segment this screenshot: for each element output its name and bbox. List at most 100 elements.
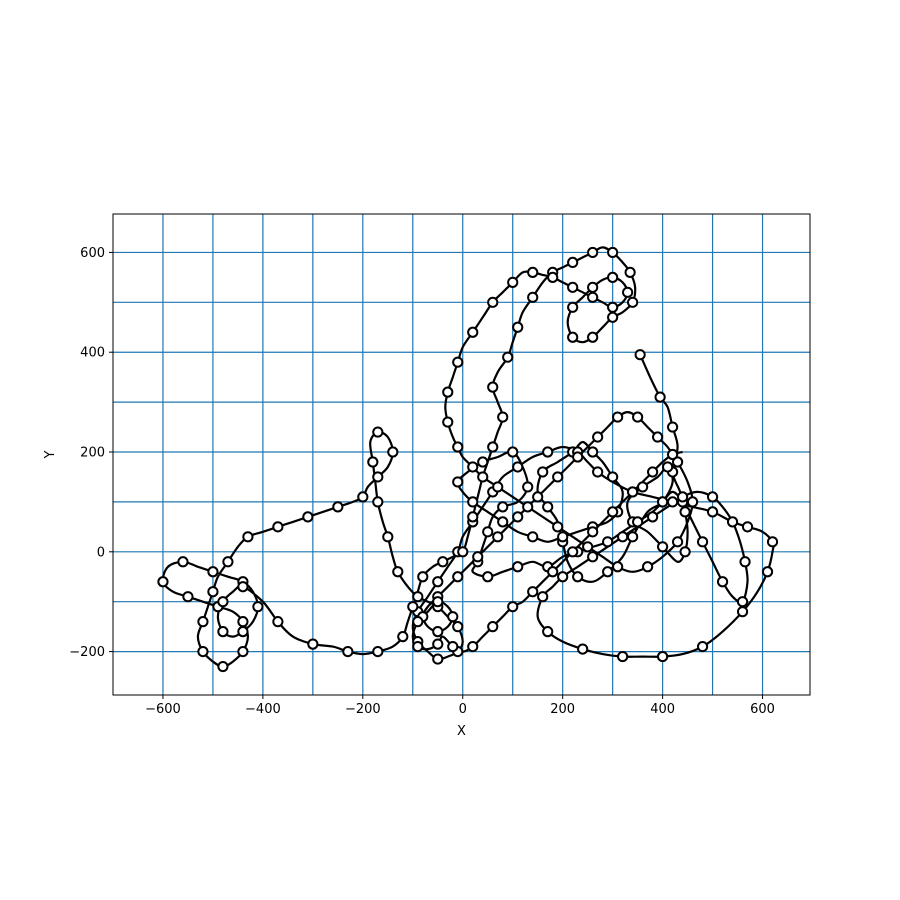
trajectory-marker [572,571,584,583]
trajectory-marker [557,531,569,543]
trajectory-marker [607,506,619,518]
trajectory-marker [522,481,534,493]
trajectory-marker [372,496,384,508]
trajectory-marker [567,256,579,268]
trajectory-marker [412,616,424,628]
trajectory-marker [632,411,644,423]
y-tick-label: 0 [97,545,105,560]
trajectory-marker [627,296,639,308]
trajectory-marker [457,546,469,558]
trajectory-marker [452,476,464,488]
trajectory-marker [587,291,599,303]
trajectory-marker [557,571,569,583]
trajectory-marker [522,501,534,513]
trajectory-marker [657,496,669,508]
trajectory-marker [237,581,249,593]
trajectory-marker [602,566,614,578]
trajectory-marker [587,446,599,458]
trajectory-marker [542,626,554,638]
trajectory-marker [666,448,679,461]
trajectory-marker [716,576,729,588]
trajectory-marker [527,531,539,543]
trajectory-marker [207,566,219,578]
trajectory-marker [342,645,354,658]
trajectory-marker [642,561,654,573]
trajectory-marker [387,446,399,458]
trajectory-marker [372,426,384,438]
trajectory-marker [432,576,444,588]
trajectory-marker [587,331,599,343]
trajectory-marker [392,566,404,578]
trajectory-marker [432,653,444,665]
trajectory-marker [527,266,539,278]
y-axis-title: Y [43,450,58,459]
trajectory-marker [432,626,444,638]
trajectory-marker [607,471,619,483]
trajectory-marker [741,521,754,533]
trajectory-marker [372,645,384,658]
trajectory-marker [657,650,669,663]
trajectory-marker [507,276,519,288]
trajectory-marker [627,486,639,498]
trajectory-marker [512,561,524,573]
trajectory-marker [302,511,314,523]
trajectory-marker [502,351,514,363]
trajectory-marker [662,461,674,473]
trajectory-marker [252,601,264,613]
trajectory-marker [217,660,229,673]
trajectory-marker [552,471,564,483]
trajectory-marker [612,411,624,423]
trajectory-marker [567,281,579,293]
trajectory-marker [497,501,509,513]
trajectory-marker [412,641,424,653]
trajectory-marker [157,576,169,588]
trajectory-marker [552,521,564,533]
trajectory-marker [452,571,464,583]
trajectory-marker [607,311,619,323]
trajectory-marker [654,391,666,403]
trajectory-marker [442,386,454,398]
trajectory-marker [487,296,499,308]
trajectory-marker [587,526,599,538]
trajectory-marker [407,601,419,613]
trajectory-marker [467,461,479,473]
trajectory-marker [437,556,449,568]
trajectory-marker [412,591,424,603]
trajectory-marker [242,531,254,543]
trajectory-marker [647,511,659,523]
x-tick-label: 400 [650,702,675,717]
trajectory-marker [197,616,209,628]
trajectory-marker [676,491,689,503]
trajectory-marker [367,456,379,468]
trajectory-marker [736,606,749,618]
trajectory-marker [537,591,549,603]
y-tick-label: −200 [69,645,105,660]
trajectory-marker [602,536,614,548]
trajectory-marker [632,516,644,528]
trajectory-marker [706,506,719,518]
x-tick-label: 0 [459,702,467,717]
trajectory-marker [766,536,779,548]
trajectory-marker [686,496,699,508]
x-tick-label: 600 [750,702,775,717]
trajectory-marker [452,621,464,633]
trajectory-marker [482,571,494,583]
trajectory-marker [627,531,639,543]
x-axis-title: X [457,724,466,739]
trajectory-marker [617,650,629,663]
trajectory-marker [671,456,684,468]
y-tick-label: 600 [80,246,105,261]
trajectory-marker [567,546,579,558]
trajectory-marker [382,531,394,543]
trajectory-marker [607,301,619,313]
trajectory-marker [652,431,664,443]
trajectory-marker [237,645,249,658]
trajectory-marker [217,626,229,638]
trajectory-marker [512,511,524,523]
trajectory-marker [542,501,554,513]
trajectory-marker [612,561,624,573]
trajectory-marker [357,491,369,503]
trajectory-marker [736,596,749,608]
trajectory-marker [477,456,489,468]
